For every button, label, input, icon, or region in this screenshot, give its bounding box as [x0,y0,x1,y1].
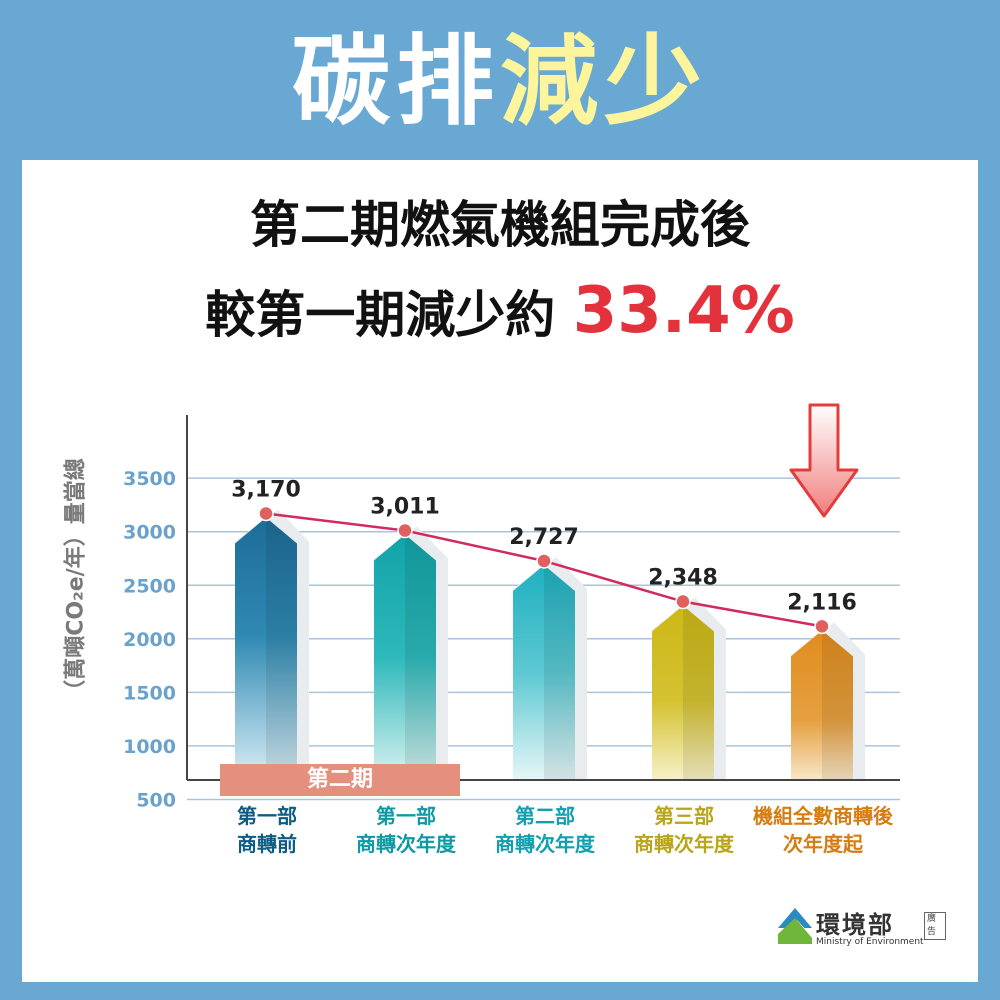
value-label: 3,170 [231,477,301,502]
category-label-line-2: 商轉次年度 [356,832,456,856]
category-label: 第三部 商轉次年度 [604,802,764,858]
category-label-line-1: 第一部 [237,804,297,828]
y-tick-label: 500 [136,789,176,811]
bar-facet [544,564,575,780]
headline: 碳排減少 [0,22,1000,142]
category-label: 第一部 商轉前 [187,802,347,858]
ministry-english-name: Ministry of Environment [816,937,924,947]
advertisement-tag: 廣告 [924,912,946,940]
value-label: 2,348 [648,566,718,591]
subtitle-line-2-text: 較第一期減少約 [205,286,573,344]
value-label: 2,116 [787,590,857,615]
category-label-line-1: 第三部 [654,804,714,828]
reduction-percentage: 33.4% [572,274,795,348]
headline-part-1: 碳排 [291,25,500,139]
down-arrow-icon [789,403,859,518]
bar [235,517,297,780]
category-label-line-2: 商轉次年度 [634,832,734,856]
y-tick-label: 2000 [123,629,176,651]
bar [513,564,575,780]
bar [652,605,714,780]
bar [374,534,436,780]
category-label-line-2: 次年度起 [783,832,863,856]
content-panel [22,160,978,982]
subtitle-line-1: 第二期燃氣機組完成後 [250,196,750,254]
phase-two-bracket: 第二期 [220,764,460,796]
bar-facet [683,605,714,780]
category-label: 第二部 商轉次年度 [465,802,625,858]
bar-facet [266,517,297,780]
y-axis-label: （萬噸CO₂e/年）量當總 [54,420,94,740]
bar-facet [822,630,853,780]
data-point [536,553,552,569]
data-point [258,505,274,522]
ministry-logo-icon [778,908,812,944]
category-label-line-2: 商轉次年度 [495,832,595,856]
subtitle-line-2: 較第一期減少約 33.4% [0,276,1000,350]
data-point [397,522,413,539]
category-label-line-2: 商轉前 [237,832,297,856]
y-tick-label: 1000 [123,736,176,758]
bar [791,630,853,780]
y-tick-label: 3500 [123,468,176,490]
category-label-line-1: 第一部 [376,804,436,828]
category-label-line-1: 機組全數商轉後 [753,804,893,828]
y-tick-label: 2500 [123,575,176,597]
category-label-line-1: 第二部 [515,804,575,828]
value-label: 2,727 [509,525,579,550]
value-label: 3,011 [370,495,440,520]
category-label: 第一部 商轉次年度 [326,802,486,858]
ministry-name: 環境部 [816,911,894,939]
data-point [675,593,691,610]
y-tick-label: 3000 [123,522,176,544]
data-point [814,618,830,635]
y-tick-label: 1500 [123,682,176,704]
headline-part-2: 減少 [500,25,709,139]
ministry-logo: 環境部 Ministry of Environment 廣告 [776,905,946,955]
y-axis-label-text: （萬噸CO₂e/年）量當總 [64,458,90,702]
category-label: 機組全數商轉後 次年度起 [743,802,903,858]
bar-facet [405,534,436,780]
